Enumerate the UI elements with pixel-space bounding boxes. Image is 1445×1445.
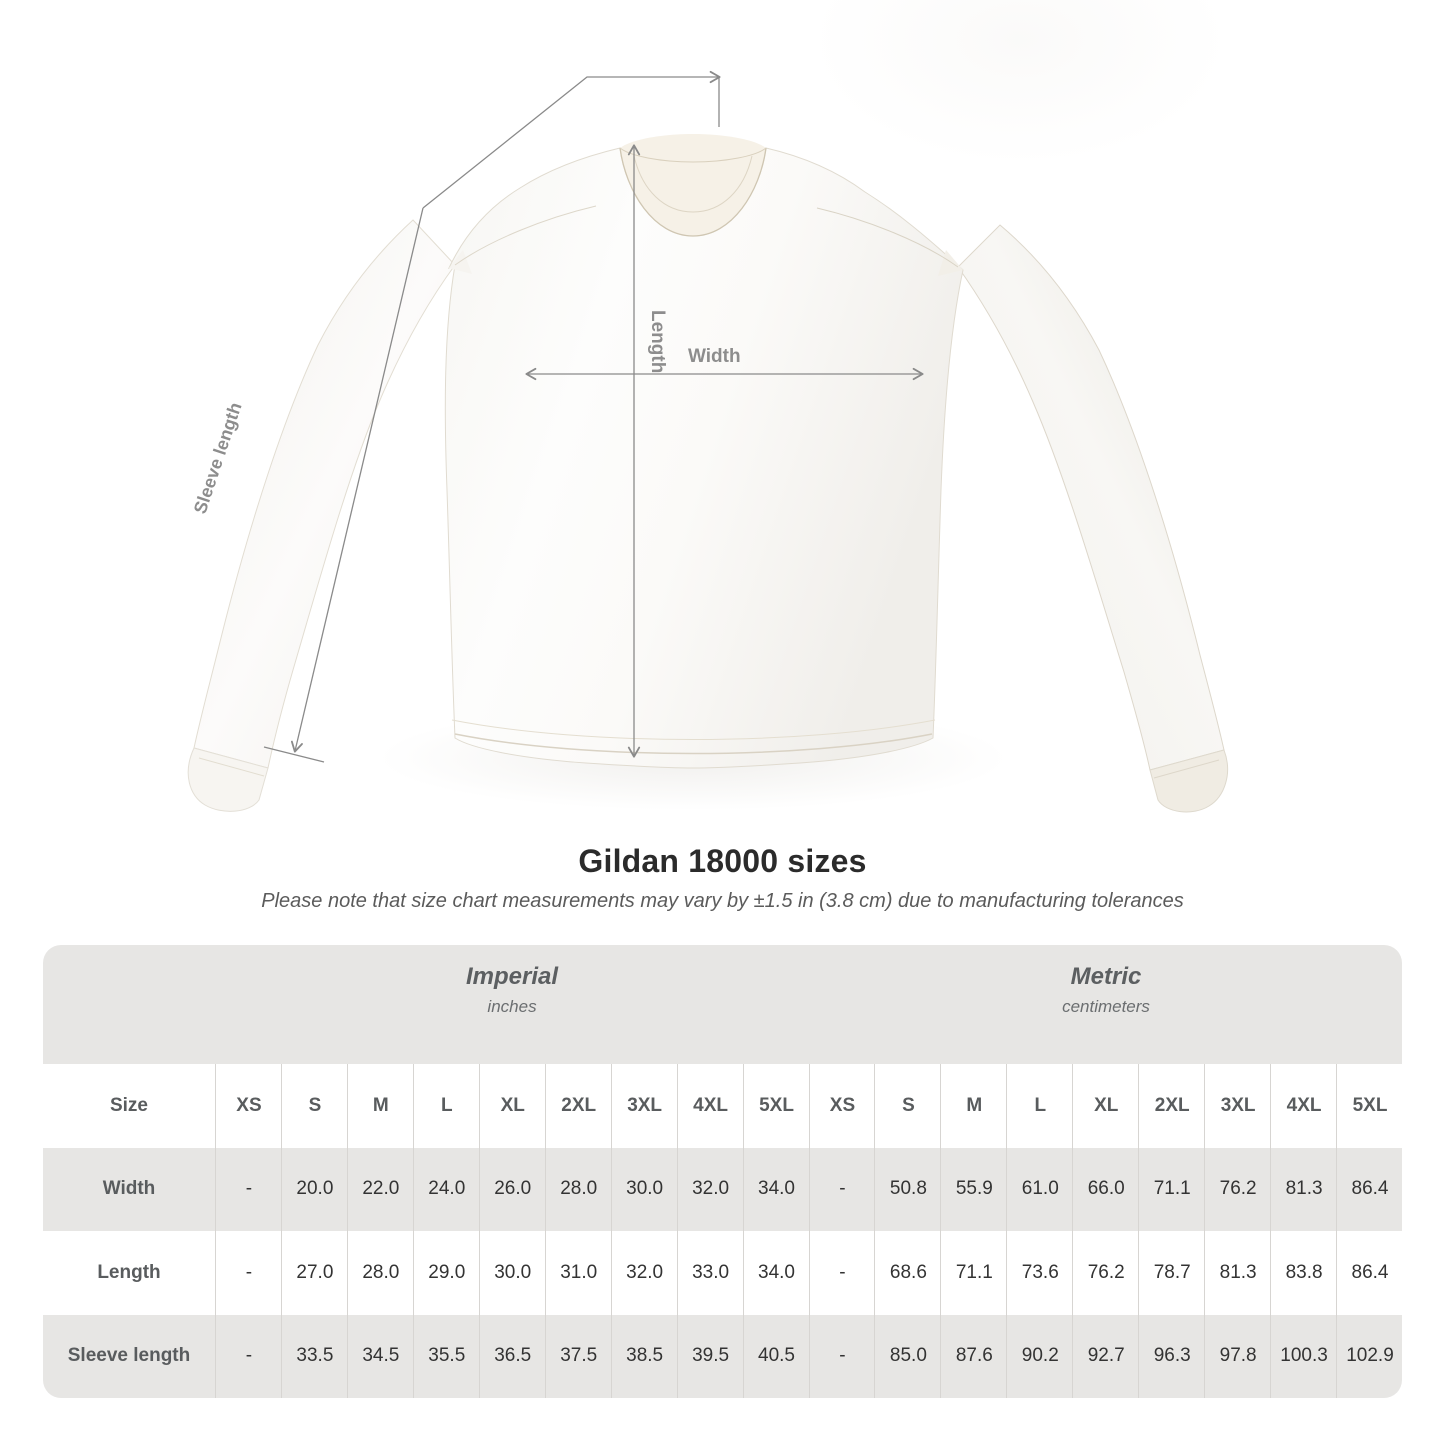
svg-text:Sleeve length: Sleeve length xyxy=(190,400,246,516)
svg-text:Length: Length xyxy=(647,310,668,373)
svg-text:Width: Width xyxy=(688,346,741,367)
